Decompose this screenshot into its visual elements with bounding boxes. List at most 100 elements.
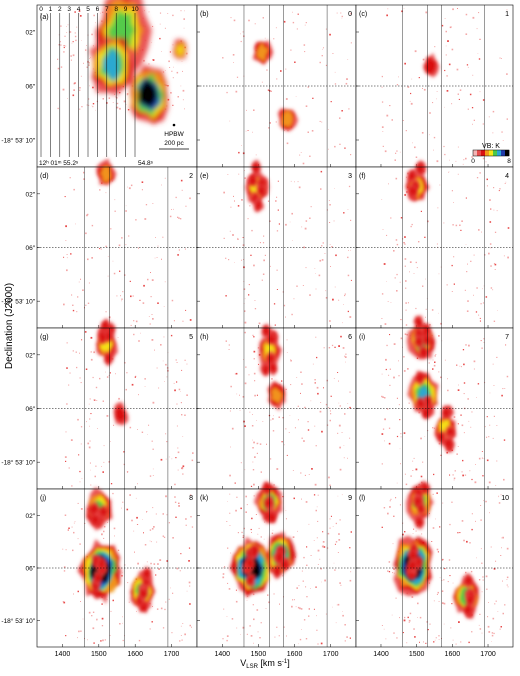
noise-speck bbox=[275, 27, 277, 29]
noise-speck bbox=[463, 159, 465, 161]
noise-speck bbox=[402, 522, 404, 524]
noise-speck bbox=[70, 55, 72, 57]
noise-speck bbox=[66, 367, 68, 369]
noise-speck bbox=[184, 414, 186, 416]
noise-speck bbox=[433, 641, 435, 643]
noise-speck bbox=[107, 522, 109, 523]
noise-speck bbox=[78, 10, 81, 12]
noise-speck bbox=[452, 639, 454, 641]
noise-speck bbox=[166, 560, 168, 562]
emission-blob-contour bbox=[422, 406, 430, 419]
noise-speck bbox=[314, 379, 316, 381]
noise-speck bbox=[451, 291, 453, 292]
noise-speck bbox=[119, 623, 121, 625]
noise-speck bbox=[95, 109, 96, 111]
noise-speck bbox=[336, 604, 338, 606]
noise-speck bbox=[124, 274, 126, 276]
noise-speck bbox=[464, 474, 467, 476]
noise-speck bbox=[154, 349, 155, 351]
noise-speck bbox=[472, 16, 475, 19]
noise-speck bbox=[389, 506, 391, 508]
noise-speck bbox=[468, 344, 470, 347]
noise-speck bbox=[78, 13, 80, 15]
noise-speck bbox=[390, 217, 392, 219]
noise-speck bbox=[403, 356, 405, 358]
noise-speck bbox=[168, 60, 170, 63]
noise-speck bbox=[171, 458, 173, 460]
noise-speck bbox=[469, 93, 472, 96]
noise-speck bbox=[107, 256, 109, 257]
noise-speck bbox=[318, 274, 321, 277]
noise-speck bbox=[228, 344, 230, 346]
noise-speck bbox=[87, 213, 89, 216]
noise-speck bbox=[463, 382, 466, 384]
noise-speck bbox=[481, 231, 482, 233]
noise-speck bbox=[325, 613, 327, 615]
noise-speck bbox=[307, 429, 310, 431]
noise-speck bbox=[465, 197, 467, 199]
noise-speck bbox=[169, 67, 171, 68]
noise-speck bbox=[77, 637, 78, 639]
noise-speck bbox=[159, 559, 162, 561]
noise-speck bbox=[456, 453, 458, 455]
noise-speck bbox=[290, 384, 292, 386]
noise-speck bbox=[259, 242, 261, 244]
noise-speck bbox=[116, 97, 118, 99]
noise-speck bbox=[232, 234, 234, 236]
noise-speck bbox=[390, 302, 392, 303]
noise-speck bbox=[500, 626, 502, 628]
noise-speck bbox=[420, 475, 423, 478]
noise-speck bbox=[432, 359, 434, 361]
noise-speck bbox=[177, 451, 180, 454]
noise-speck bbox=[137, 524, 139, 525]
noise-speck bbox=[473, 368, 475, 370]
colorbar-min-label: 0 bbox=[471, 158, 475, 165]
noise-speck bbox=[248, 294, 250, 296]
noise-speck bbox=[108, 461, 110, 463]
noise-speck bbox=[444, 18, 446, 19]
noise-speck bbox=[325, 64, 327, 66]
noise-speck bbox=[502, 580, 503, 582]
noise-speck bbox=[76, 26, 78, 28]
noise-speck bbox=[313, 494, 316, 496]
y-tick-label: -18° 53′ 10″ bbox=[1, 617, 35, 625]
noise-speck bbox=[138, 639, 141, 642]
noise-speck bbox=[475, 311, 478, 313]
noise-speck bbox=[114, 210, 116, 212]
noise-speck bbox=[84, 307, 85, 309]
noise-speck bbox=[101, 625, 104, 627]
noise-speck bbox=[465, 33, 468, 35]
noise-speck bbox=[102, 400, 104, 402]
noise-speck bbox=[86, 421, 87, 423]
noise-speck bbox=[281, 380, 283, 382]
noise-speck bbox=[465, 157, 467, 160]
noise-speck bbox=[307, 86, 309, 88]
noise-speck bbox=[493, 263, 495, 265]
noise-speck bbox=[74, 521, 76, 523]
noise-speck bbox=[88, 62, 90, 64]
noise-speck bbox=[128, 187, 131, 190]
y-tick-label: 06″ bbox=[25, 566, 35, 573]
noise-speck bbox=[421, 132, 424, 134]
noise-speck bbox=[490, 208, 492, 210]
noise-speck bbox=[321, 545, 324, 548]
noise-speck bbox=[329, 222, 331, 223]
noise-speck bbox=[94, 399, 96, 401]
noise-speck bbox=[309, 294, 311, 296]
noise-speck bbox=[128, 601, 130, 603]
noise-speck bbox=[423, 641, 424, 643]
noise-speck bbox=[222, 576, 225, 579]
noise-speck bbox=[444, 568, 446, 570]
noise-speck bbox=[160, 458, 163, 461]
noise-speck bbox=[467, 398, 469, 400]
noise-speck bbox=[396, 482, 398, 484]
noise-speck bbox=[90, 413, 92, 415]
noise-speck bbox=[117, 549, 120, 551]
noise-speck bbox=[395, 152, 397, 154]
noise-speck bbox=[133, 333, 135, 336]
noise-speck bbox=[254, 394, 256, 397]
noise-speck bbox=[113, 424, 115, 426]
emission-blob-contour bbox=[424, 56, 437, 75]
noise-speck bbox=[253, 441, 255, 444]
noise-speck bbox=[478, 229, 480, 231]
